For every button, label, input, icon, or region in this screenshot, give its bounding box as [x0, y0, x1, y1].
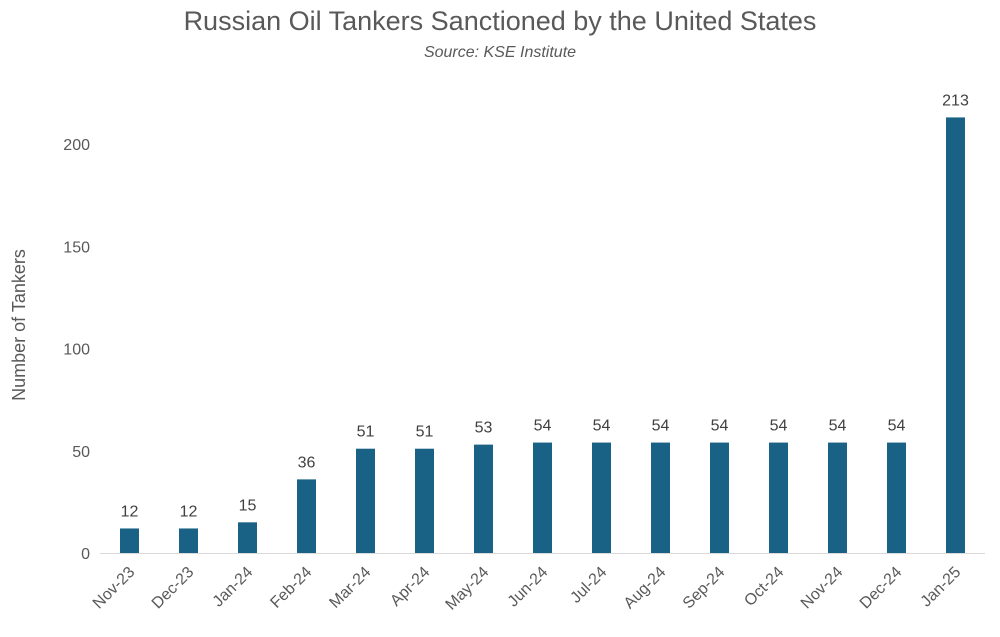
- y-tick-label: 200: [63, 137, 90, 154]
- bar: [592, 442, 611, 553]
- x-tick-label: Jun-24: [505, 564, 552, 611]
- bar: [238, 522, 257, 553]
- data-label: 53: [475, 420, 493, 437]
- y-tick-label: 0: [81, 546, 90, 563]
- x-tick-label: Nov-24: [798, 564, 847, 613]
- x-tick-label: Feb-24: [267, 564, 315, 612]
- data-label: 54: [829, 418, 847, 435]
- data-label: 12: [121, 503, 139, 520]
- bar: [179, 528, 198, 553]
- bar: [474, 444, 493, 553]
- data-label: 51: [357, 424, 375, 441]
- data-label: 54: [711, 418, 729, 435]
- data-label: 54: [770, 418, 788, 435]
- x-tick-label: Aug-24: [621, 564, 670, 613]
- x-tick-label: Jul-24: [567, 564, 610, 607]
- x-tick-label: Apr-24: [387, 564, 433, 610]
- data-label: 54: [593, 418, 611, 435]
- bar: [120, 528, 139, 553]
- bar: [415, 448, 434, 553]
- chart-title: Russian Oil Tankers Sanctioned by the Un…: [183, 6, 817, 36]
- data-label: 51: [416, 424, 434, 441]
- data-label: 15: [239, 497, 257, 514]
- x-tick-label: Jan-25: [918, 564, 965, 611]
- bar: [710, 442, 729, 553]
- bar: [356, 448, 375, 553]
- bar: [828, 442, 847, 553]
- data-label: 36: [298, 454, 316, 471]
- y-tick-label: 100: [63, 342, 90, 359]
- x-tick-label: Nov-23: [90, 564, 139, 613]
- bars: [120, 117, 965, 553]
- bar: [533, 442, 552, 553]
- y-axis-ticks: 0 50 100 150 200: [63, 137, 90, 563]
- data-label: 54: [534, 418, 552, 435]
- y-tick-label: 150: [63, 239, 90, 256]
- data-label: 54: [652, 418, 670, 435]
- data-label: 12: [180, 503, 198, 520]
- x-tick-label: Mar-24: [326, 564, 374, 612]
- x-axis-ticks: Nov-23 Dec-23 Jan-24 Feb-24 Mar-24 Apr-24 May-…: [90, 564, 965, 614]
- data-labels: 12 12 15 36 51 51 53 54 54 54 54 54 54 54 213: [121, 92, 969, 520]
- bar: [297, 479, 316, 553]
- x-tick-label: Jan-24: [210, 564, 257, 611]
- x-tick-label: Oct-24: [741, 564, 787, 610]
- x-tick-label: Dec-23: [149, 564, 198, 613]
- bar: [651, 442, 670, 553]
- bar: [769, 442, 788, 553]
- y-axis-title: Number of Tankers: [9, 249, 29, 401]
- x-tick-label: May-24: [443, 564, 493, 614]
- y-tick-label: 50: [72, 444, 90, 461]
- x-tick-label: Dec-24: [857, 564, 906, 613]
- data-label: 213: [942, 92, 969, 109]
- bar: [946, 117, 965, 553]
- bar: [887, 442, 906, 553]
- chart-subtitle: Source: KSE Institute: [423, 44, 577, 61]
- data-label: 54: [888, 418, 906, 435]
- x-tick-label: Sep-24: [680, 564, 729, 613]
